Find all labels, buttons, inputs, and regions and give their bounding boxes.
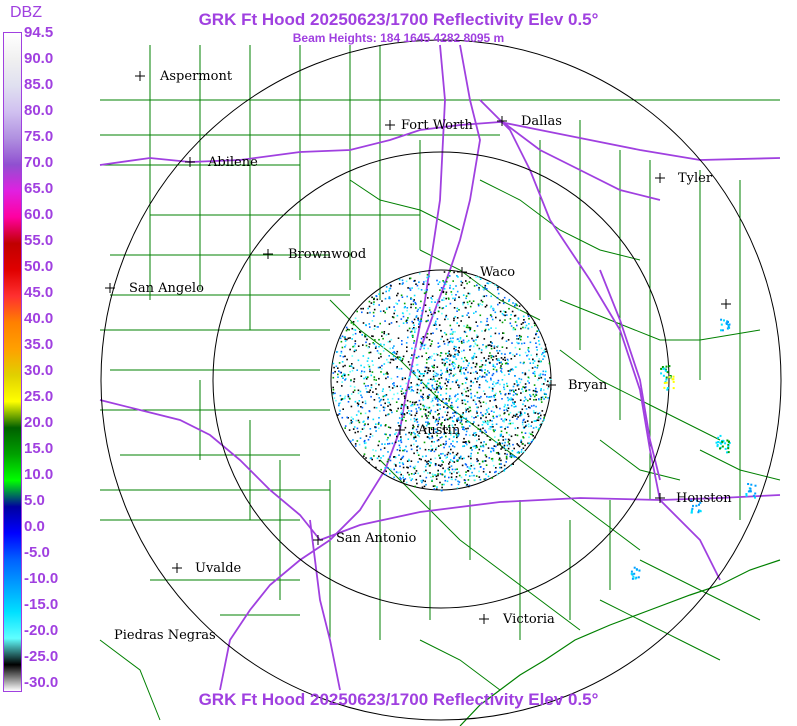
legend-label: -25.0 (24, 648, 59, 665)
legend-label: 5.0 (24, 492, 45, 509)
city-label: Brownwood (288, 247, 366, 262)
legend-label: 0.0 (24, 518, 45, 535)
range-rings (100, 39, 782, 721)
legend-label: -30.0 (24, 674, 59, 691)
legend-label: 40.0 (24, 310, 54, 327)
legend: DBZ 94.5 90.0 85.0 80.0 75.0 70.0 65.0 60.0 55.0… (0, 0, 100, 726)
city-marker (395, 425, 405, 435)
city-label: Houston (676, 491, 732, 506)
legend-label: -10.0 (24, 570, 59, 587)
legend-label: 75.0 (24, 128, 54, 145)
page-title: GRK Ft Hood 20250623/1700 Reflectivity E… (198, 10, 599, 29)
legend-label: -15.0 (24, 596, 59, 613)
legend-label: 45.0 (24, 284, 54, 301)
city-marker (185, 157, 195, 167)
legend-label: 50.0 (24, 258, 54, 275)
legend-label: 94.5 (24, 24, 54, 41)
city-marker (172, 563, 182, 573)
city-marker (263, 249, 273, 259)
city-marker (313, 535, 323, 545)
legend-label: 60.0 (24, 206, 54, 223)
city-label: San Antonio (336, 531, 417, 546)
city-marker (479, 614, 489, 624)
city-label: Victoria (502, 612, 555, 627)
legend-label: 70.0 (24, 154, 54, 171)
city-marker (457, 267, 467, 277)
county-lines (99, 45, 781, 726)
page-title-bottom: GRK Ft Hood 20250623/1700 Reflectivity E… (198, 690, 599, 709)
city-label: Abilene (207, 155, 258, 170)
legend-label: 80.0 (24, 102, 54, 119)
legend-label: 90.0 (24, 50, 54, 67)
legend-label: 85.0 (24, 76, 54, 93)
city-label: Bryan (568, 378, 608, 393)
city-marker (497, 116, 507, 126)
legend-label: 25.0 (24, 388, 54, 405)
city-marker (721, 299, 731, 309)
legend-unit: DBZ (10, 4, 42, 21)
city-markers: Aspermont Abilene Fort Worth Dallas Tyler Bro… (105, 69, 732, 643)
legend-label: 65.0 (24, 180, 54, 197)
city-marker (655, 493, 665, 503)
city-label: Aspermont (159, 69, 233, 84)
reflectivity-echoes (332, 270, 757, 580)
colorbar (3, 32, 22, 692)
legend-label: 30.0 (24, 362, 54, 379)
city-label: Piedras Negras (114, 628, 216, 643)
legend-label: -5.0 (24, 544, 50, 561)
legend-label: 35.0 (24, 336, 54, 353)
city-marker (135, 71, 145, 81)
city-marker (385, 120, 395, 130)
city-label: Tyler (678, 171, 713, 186)
city-marker (546, 380, 556, 390)
legend-label: 10.0 (24, 466, 54, 483)
city-label: San Angelo (129, 281, 204, 296)
legend-label: 20.0 (24, 414, 54, 431)
city-label: Fort Worth (401, 118, 473, 133)
legend-label: 55.0 (24, 232, 54, 249)
city-label: Dallas (521, 114, 562, 129)
city-label: Uvalde (195, 561, 242, 576)
legend-label: 15.0 (24, 440, 54, 457)
city-marker (105, 283, 115, 293)
beam-heights: Beam Heights: 184 1645 4282 8095 m (292, 31, 505, 45)
city-marker (655, 173, 665, 183)
legend-label: -20.0 (24, 622, 59, 639)
city-label: Waco (480, 265, 515, 280)
city-label: Austin (417, 423, 461, 438)
highways (99, 44, 781, 691)
